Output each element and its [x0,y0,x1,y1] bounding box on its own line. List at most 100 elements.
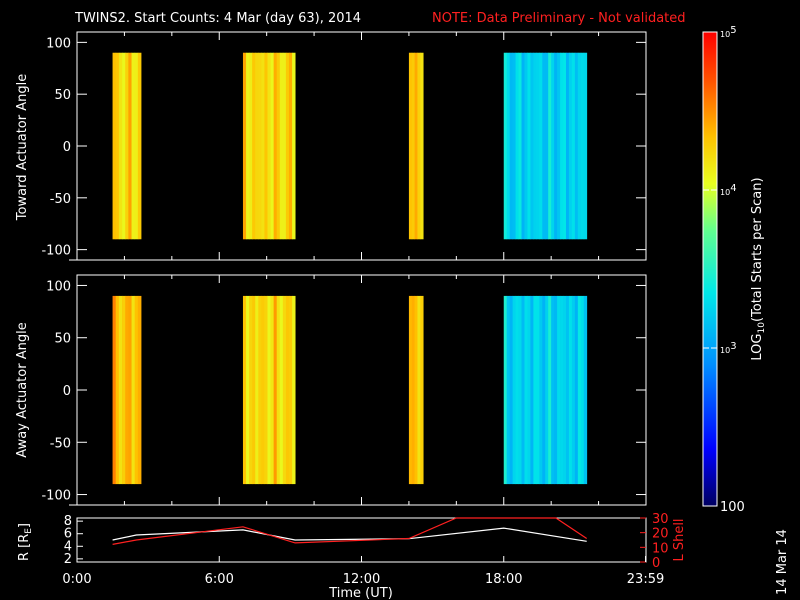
r-series-line [112,527,587,542]
heatmap-cell [551,52,555,240]
heatmap-cell [565,295,570,485]
heatmap-cell [571,52,576,240]
colorbar-ticks: 105 104 103 100 [703,25,745,515]
heatmap-cell [518,295,522,485]
heatmap-cell [282,52,287,240]
heatmap-cell [125,52,129,240]
heatmap-cell [285,52,290,240]
heatmap-cell [414,52,418,240]
x-tick-label: 0:00 [62,572,91,587]
colorbar-tick-label: 100 [720,500,745,515]
heatmap-cell [270,295,275,485]
heatmap-cell [545,52,549,240]
heatmap-cell [255,52,259,240]
heatmap-cell [249,52,253,240]
heatmap-cell [411,295,415,485]
heatmap-cell [506,52,511,240]
heatmap-cell [288,295,293,485]
heatmap-cell [548,52,552,240]
heatmap-cell [276,52,281,240]
heatmap-cell [542,52,546,240]
heatmap-cell [411,52,415,240]
heatmap-cell [122,295,126,485]
heatmap-cell [551,295,555,485]
heatmap-cell [417,295,421,485]
heatmap-cell [258,295,262,485]
heatmap-cell [509,295,514,485]
heatmap-cell [125,295,129,485]
heatmap-cell [515,295,519,485]
heatmap-layer [112,52,588,485]
heatmap-cell [563,52,567,240]
y-tick-label: 100 [46,36,71,51]
y-tick-label-right: 10 [652,541,669,556]
y-tick-label: 8 [64,514,72,529]
orbit-ylabel-right: L Shell [672,518,687,561]
y-tick-label: 50 [54,88,71,103]
heatmap-cell [554,295,558,485]
heatmap-cell [577,295,582,485]
heatmap-cell [115,295,120,485]
heatmap-cell [515,52,519,240]
x-tick-label: 6:00 [205,572,234,587]
colorbar-label: LOG10(Total Starts per Scan) [750,177,767,360]
heatmap-cell [137,52,142,240]
heatmap-cell [270,52,275,240]
heatmap-cell [128,295,132,485]
heatmap-cell [112,295,117,485]
heatmap-cell [524,52,528,240]
y-tick-label: 4 [64,539,72,554]
heatmap-cell [577,52,582,240]
axes-layer: 100500-50-100100500-50-100864230201000:0… [41,32,669,587]
heatmap-cell [246,52,250,240]
heatmap-cell [267,295,271,485]
heatmap-cell [518,52,522,240]
heatmap-cell [503,295,508,485]
heatmap-cell [255,295,259,485]
heatmap-cell [131,295,136,485]
heatmap-cell [276,295,281,485]
heatmap-cell [580,52,585,240]
heatmap-cell [420,52,424,240]
heatmap-cell [279,295,284,485]
y-tick-label: -100 [41,244,71,259]
heatmap-cell [527,52,531,240]
y-tick-label-right: 30 [652,512,669,527]
heatmap-cell [571,295,576,485]
heatmap-cell [112,52,117,240]
y-tick-label: 6 [64,527,72,542]
heatmap-cell [292,295,296,485]
heatmap-cell [242,295,247,485]
heatmap-cell [420,295,424,485]
orbit-xlabel: Time (UT) [328,586,393,600]
heatmap-cell [292,52,296,240]
heatmap-cell [118,295,123,485]
heatmap-cell [134,52,139,240]
line-layer [112,517,588,545]
heatmap-cell [408,52,413,240]
heatmap-cell [118,52,123,240]
chart-title: TWINS2. Start Counts: 4 Mar (day 63), 20… [74,11,361,26]
heatmap-cell [548,295,552,485]
heatmap-cell [408,295,413,485]
heatmap-cell [536,295,540,485]
heatmap-cell [128,52,132,240]
heatmap-cell [565,52,570,240]
heatmap-cell [246,295,250,485]
y-tick-label: -50 [50,436,71,451]
heatmap-cell [509,52,514,240]
heatmap-cell [533,295,537,485]
heatmap-cell [122,52,126,240]
heatmap-cell [568,295,573,485]
heatmap-cell [115,52,120,240]
heatmap-cell [137,295,142,485]
preliminary-note: NOTE: Data Preliminary - Not validated [432,11,686,26]
heatmap-cell [261,52,265,240]
heatmap-cell [273,52,278,240]
heatmap-cell [542,295,546,485]
heatmap-cell [557,295,561,485]
heatmap-cell [242,52,247,240]
heatmap-cell [521,295,525,485]
heatmap-cell [264,52,268,240]
colorbar-tick-label: 104 [720,183,737,197]
